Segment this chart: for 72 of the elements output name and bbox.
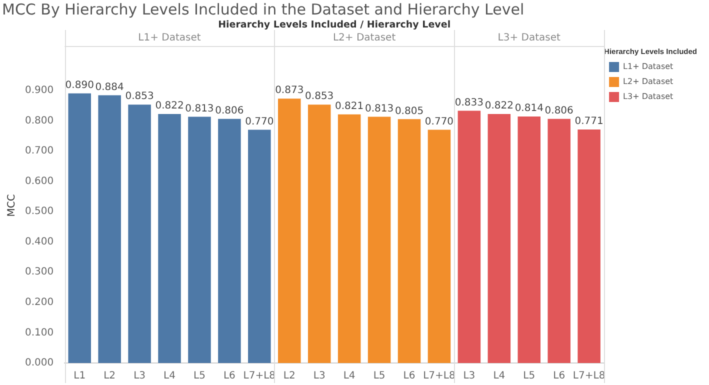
data-label: 0.822 [484,100,514,112]
bar [128,104,151,363]
x-tick-label: L6 [403,370,416,382]
bar [338,114,361,363]
legend-label: L1+ Dataset [623,62,674,72]
y-tick-label: 0.000 [24,358,54,369]
x-axis-title: Hierarchy Levels Included / Hierarchy Level [218,19,451,30]
bar [278,98,301,363]
bar [248,130,271,363]
data-label: 0.770 [245,116,274,128]
bar [458,110,481,363]
x-tick-label: L4 [493,370,506,382]
x-tick-label: L2 [283,370,296,382]
data-label: 0.890 [65,80,94,92]
x-tick-label: L5 [373,370,386,382]
data-label: 0.873 [275,85,304,96]
data-label: 0.833 [454,97,484,108]
legend-label: L3+ Dataset [623,92,674,102]
data-label: 0.814 [514,103,544,114]
x-tick-label: L4 [343,370,356,382]
chart-title: MCC By Hierarchy Levels Included in the Dataset and Hierarchy Level [2,0,524,18]
y-tick-label: 0.200 [24,297,54,308]
text: L2+ Dataset [332,32,396,44]
x-tick-label: L3 [313,370,326,382]
data-label: 0.771 [574,116,604,128]
text: L3+ Dataset [498,32,560,44]
bar [578,129,600,363]
x-tick-label: L2 [104,370,116,382]
x-tick-label: L3 [134,370,146,382]
y-tick-label: 0.500 [24,206,54,218]
y-tick-label: 0.400 [24,236,54,248]
bar [518,116,541,363]
x-tick-label: L6 [223,370,236,382]
data-label: 0.884 [95,82,124,93]
bar [98,95,121,363]
bar [548,118,570,363]
x-tick-label: L3 [463,370,476,382]
y-axis-title: MCC [6,194,18,217]
x-tick-label: L1 [74,370,86,382]
x-tick-label: L7+L8 [572,370,606,382]
x-tick-label: L5 [523,370,536,382]
bar [368,116,391,363]
data-label: 0.770 [424,116,454,128]
x-tick-label: L7+L8 [423,370,456,382]
bar [308,104,331,363]
x-tick-label: L4 [164,370,176,382]
data-label: 0.822 [155,100,184,112]
data-label: 0.853 [125,91,154,102]
data-label: 0.853 [305,91,334,102]
y-tick-label: 0.700 [24,146,54,157]
x-tick-label: L6 [553,370,566,382]
y-tick-label: 0.900 [24,85,54,96]
y-tick-label: 0.100 [24,327,54,338]
bar [428,130,451,363]
bar [158,114,181,363]
data-label: 0.813 [364,103,394,114]
data-label: 0.806 [215,105,244,116]
bar [68,93,91,363]
data-label: 0.821 [335,100,364,112]
data-label: 0.813 [185,103,214,114]
text: L1+ Dataset [138,32,201,44]
y-tick-label: 0.800 [24,115,54,126]
x-tick-label: L5 [194,370,206,382]
bar [188,116,211,363]
y-tick-label: 0.600 [24,176,54,187]
legend-label: L2+ Dataset [623,77,674,86]
data-label: 0.805 [394,106,424,117]
bar [218,118,241,363]
bar [398,119,421,363]
data-label: 0.806 [544,105,574,116]
bar [488,114,511,363]
y-tick-label: 0.300 [24,266,54,278]
